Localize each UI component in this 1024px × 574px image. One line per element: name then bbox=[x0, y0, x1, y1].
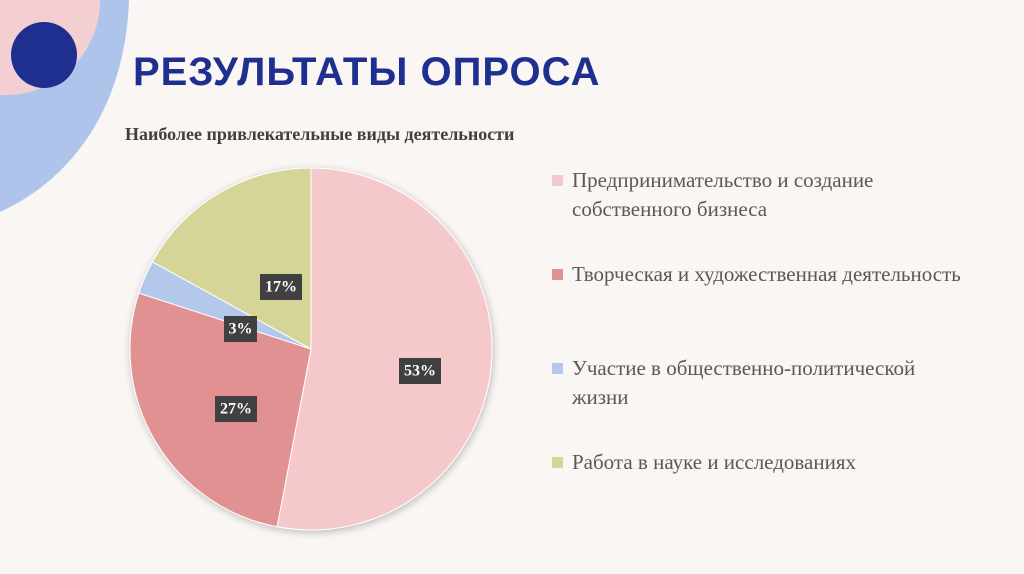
legend: Предпринимательство и создание собственн… bbox=[552, 166, 1012, 542]
legend-label: Творческая и художественная деятельность bbox=[572, 262, 961, 286]
data-label-box bbox=[224, 316, 257, 342]
data-label-box bbox=[215, 396, 257, 422]
data-label-text: 53% bbox=[404, 363, 436, 380]
chart-title: Наиболее привлекательные виды деятельнос… bbox=[125, 124, 515, 144]
decor-dot bbox=[11, 22, 77, 88]
data-label-text: 27% bbox=[220, 401, 252, 418]
data-label: 17% bbox=[260, 274, 302, 300]
legend-swatch bbox=[552, 175, 563, 186]
data-label-text: 3% bbox=[229, 321, 253, 338]
legend-item: Работа в науке и исследованиях bbox=[552, 448, 1012, 542]
legend-label: Участие в общественно-политической жизни bbox=[572, 356, 916, 409]
data-label: 53% bbox=[399, 358, 441, 384]
legend-label: Предпринимательство и создание собственн… bbox=[572, 168, 874, 221]
legend-swatch bbox=[552, 269, 563, 280]
data-label: 3% bbox=[224, 316, 257, 342]
data-label: 27% bbox=[215, 396, 257, 422]
data-label-box bbox=[399, 358, 441, 384]
legend-item: Предпринимательство и создание собственн… bbox=[552, 166, 1012, 260]
legend-swatch bbox=[552, 457, 563, 468]
pie-slice bbox=[151, 167, 312, 350]
pie-chart: 53% 27% 3% 17% bbox=[129, 167, 493, 531]
data-label-box bbox=[260, 274, 302, 300]
page-title: РЕЗУЛЬТАТЫ ОПРОСА bbox=[133, 50, 601, 94]
legend-item: Творческая и художественная деятельность bbox=[552, 260, 1012, 354]
legend-swatch bbox=[552, 363, 563, 374]
legend-label: Работа в науке и исследованиях bbox=[572, 450, 856, 474]
data-label-text: 17% bbox=[265, 279, 297, 296]
decor-blue-shape bbox=[0, 0, 129, 212]
pie-slice bbox=[276, 167, 493, 531]
corner-decoration bbox=[0, 0, 129, 212]
legend-item: Участие в общественно-политической жизни bbox=[552, 354, 1012, 448]
